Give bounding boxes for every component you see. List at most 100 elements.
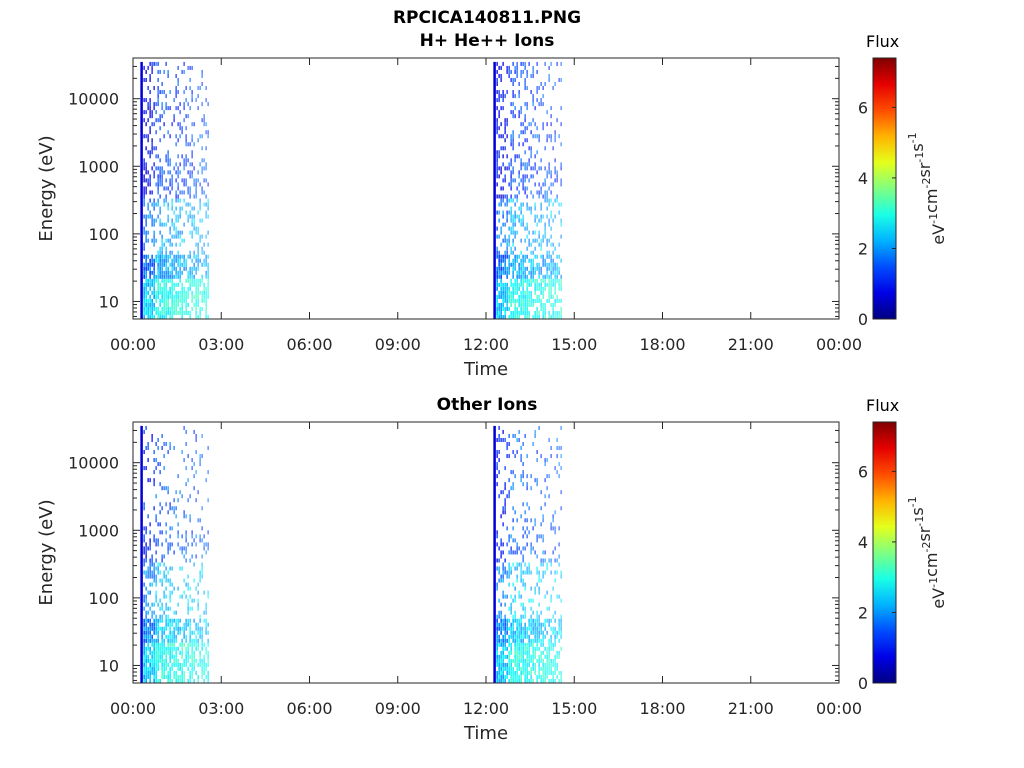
flux-cell bbox=[496, 634, 498, 639]
flux-cell bbox=[197, 242, 199, 247]
flux-cell bbox=[177, 666, 179, 671]
flux-cell bbox=[163, 254, 165, 259]
flux-cell bbox=[538, 310, 540, 315]
flux-cell bbox=[520, 302, 522, 307]
flux-cell bbox=[532, 238, 534, 243]
flux-cell bbox=[544, 618, 546, 623]
flux-cell bbox=[189, 594, 191, 599]
flux-cell bbox=[530, 630, 532, 635]
flux-cell bbox=[169, 262, 171, 267]
flux-cell bbox=[534, 433, 536, 438]
flux-cell bbox=[548, 294, 550, 299]
flux-cell bbox=[181, 286, 183, 291]
flux-cell bbox=[177, 198, 179, 203]
flux-cell bbox=[201, 186, 203, 191]
flux-cell bbox=[538, 242, 540, 247]
flux-cell bbox=[175, 170, 177, 175]
flux-cell bbox=[167, 622, 169, 627]
flux-cell bbox=[189, 514, 191, 519]
flux-cell bbox=[560, 166, 562, 171]
flux-cell bbox=[560, 678, 562, 683]
flux-cell bbox=[496, 582, 498, 587]
flux-cell bbox=[165, 246, 167, 251]
flux-cell bbox=[518, 674, 520, 679]
flux-cell bbox=[159, 470, 161, 475]
flux-cell bbox=[183, 286, 185, 291]
flux-cell bbox=[496, 250, 498, 255]
flux-cell bbox=[536, 310, 538, 315]
flux-cell bbox=[145, 234, 147, 239]
flux-cell bbox=[169, 590, 171, 595]
flux-cell bbox=[175, 638, 177, 643]
flux-cell bbox=[542, 286, 544, 291]
flux-cell bbox=[540, 214, 542, 219]
flux-cell bbox=[504, 254, 506, 259]
flux-cell bbox=[143, 582, 145, 587]
flux-cell bbox=[191, 170, 193, 175]
flux-cell bbox=[179, 266, 181, 271]
flux-cell bbox=[558, 266, 560, 271]
flux-cell bbox=[195, 98, 197, 103]
flux-cell bbox=[167, 650, 169, 655]
flux-cell bbox=[534, 238, 536, 243]
flux-cell bbox=[205, 650, 207, 655]
flux-cell bbox=[205, 646, 207, 651]
flux-cell bbox=[524, 298, 526, 303]
flux-cell bbox=[159, 118, 161, 123]
flux-cell bbox=[181, 626, 183, 631]
flux-cell bbox=[540, 166, 542, 171]
flux-cell bbox=[500, 614, 502, 619]
flux-cell bbox=[516, 634, 518, 639]
flux-cell bbox=[504, 602, 506, 607]
flux-cell bbox=[175, 214, 177, 219]
flux-cell bbox=[189, 214, 191, 219]
flux-cell bbox=[524, 518, 526, 523]
flux-cell bbox=[498, 578, 500, 583]
flux-cell bbox=[510, 630, 512, 635]
flux-cell bbox=[175, 654, 177, 659]
flux-cell bbox=[540, 270, 542, 275]
flux-cell bbox=[532, 250, 534, 255]
flux-cell bbox=[524, 634, 526, 639]
flux-cell bbox=[169, 546, 171, 551]
flux-cell bbox=[498, 450, 500, 455]
flux-cell bbox=[550, 134, 552, 139]
flux-cell bbox=[201, 262, 203, 267]
flux-cell bbox=[538, 602, 540, 607]
flux-cell bbox=[550, 114, 552, 119]
flux-cell bbox=[181, 670, 183, 675]
flux-cell bbox=[145, 218, 147, 223]
flux-cell bbox=[189, 626, 191, 631]
flux-cell bbox=[197, 290, 199, 295]
flux-cell bbox=[496, 286, 498, 291]
x-axis-label: Time bbox=[463, 359, 508, 380]
flux-cell bbox=[532, 230, 534, 235]
flux-cell bbox=[191, 90, 193, 95]
flux-cell bbox=[179, 594, 181, 599]
flux-cell bbox=[556, 198, 558, 203]
flux-cell bbox=[201, 574, 203, 579]
flux-cell bbox=[181, 450, 183, 455]
flux-cell bbox=[171, 526, 173, 531]
flux-cell bbox=[159, 570, 161, 575]
flux-cell bbox=[530, 658, 532, 663]
flux-cell bbox=[500, 302, 502, 307]
flux-cell bbox=[560, 622, 562, 627]
flux-cell bbox=[157, 437, 159, 442]
flux-cell bbox=[181, 154, 183, 159]
flux-cell bbox=[522, 626, 524, 631]
flux-cell bbox=[171, 302, 173, 307]
flux-cell bbox=[145, 574, 147, 579]
flux-cell bbox=[195, 670, 197, 675]
flux-cell bbox=[552, 262, 554, 267]
flux-cell bbox=[540, 506, 542, 511]
flux-cell bbox=[165, 441, 167, 447]
flux-cell bbox=[191, 294, 193, 299]
flux-cell bbox=[526, 518, 528, 523]
flux-cell bbox=[147, 290, 149, 295]
flux-cell bbox=[153, 262, 155, 267]
flux-cell bbox=[169, 250, 171, 255]
flux-cell bbox=[560, 61, 562, 66]
flux-cell bbox=[544, 306, 546, 311]
flux-cell bbox=[558, 278, 560, 283]
